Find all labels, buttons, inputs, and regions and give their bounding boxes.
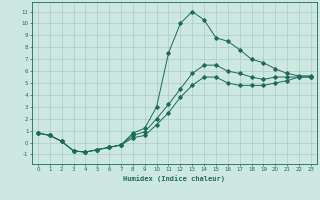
X-axis label: Humidex (Indice chaleur): Humidex (Indice chaleur) xyxy=(124,175,225,182)
